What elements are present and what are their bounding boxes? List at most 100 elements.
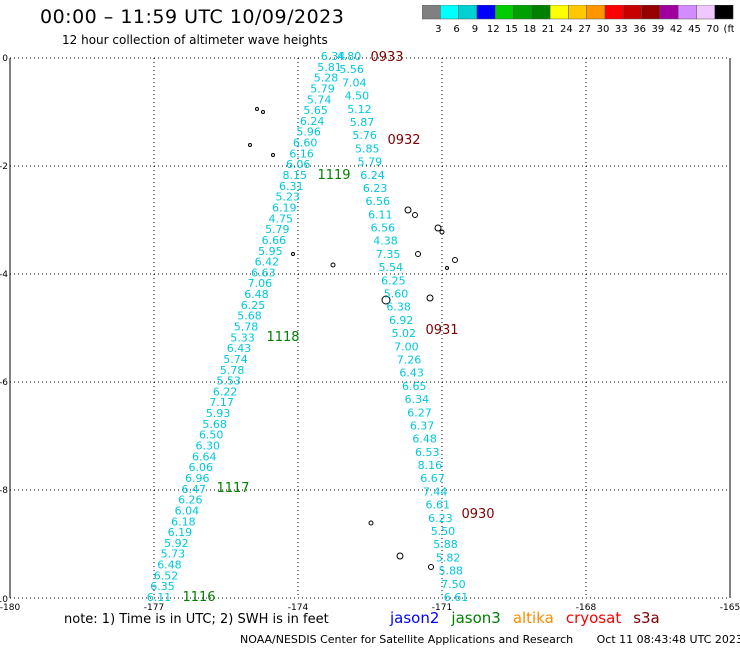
wave-height-label-west: 6.35 [150,580,175,593]
island-outline [415,251,421,257]
wave-height-label-east: 5.85 [355,142,380,155]
pass-time-label: 1117 [216,481,249,496]
satellite-legend-s3a: s3a [633,609,660,627]
wave-height-label-west: 6.06 [286,158,311,171]
colorbar-label: 9 [472,24,478,35]
x-tick-label: -180 [0,603,20,610]
wave-height-label-east: 5.88 [433,538,458,551]
wave-height-label-east: 6.25 [381,274,406,287]
time-labels: 0933 0932 0931 0930 1119 1118 1117 1116 [182,50,494,605]
wave-height-label-east: 5.82 [436,551,461,564]
wave-height-label-west: 4.75 [269,212,294,225]
y-tick-label: 0 [2,54,8,64]
wave-height-label-west: 5.78 [220,364,245,377]
wave-height-label-west: 8.15 [282,169,307,182]
y-tick-label: -4 [0,270,8,280]
pass-time-label: 0933 [370,50,403,65]
page-title: 00:00 – 11:59 UTC 10/09/2023 [40,6,345,28]
colorbar-label: 24 [560,24,573,35]
wave-height-label-east: 6.65 [402,380,427,393]
y-tick-label: -2 [0,162,8,172]
colorbar-label: 70 [706,24,719,35]
wave-height-label-west: 5.73 [161,548,186,561]
island-outline [368,520,374,526]
island-outline [291,252,295,256]
wave-height-label-east: 4.38 [373,235,398,248]
wave-height-label-west: 6.11 [147,591,172,604]
satellite-legend-jason3: jason3 [451,609,501,627]
wave-height-label-west: 6.25 [241,299,266,312]
island-outline [396,552,404,560]
island-outline [426,294,434,302]
colorbar-label: 42 [670,24,683,35]
pass-time-label: 0931 [425,323,458,338]
wave-height-label-west: 6.96 [185,472,210,485]
wave-height-label-west: 5.79 [310,82,335,95]
wave-height-label-west: 5.96 [296,126,321,139]
credit-text: NOAA/NESDIS Center for Satellite Applica… [240,633,574,646]
wave-height-label-east: 5.50 [431,525,456,538]
satellite-legend-jason2: jason2 [390,609,440,627]
x-tick-label: -165 [720,603,740,610]
wave-height-label-west: 5.68 [237,310,262,323]
wave-height-label-west: 6.48 [157,559,182,572]
wave-height-label-east: 6.48 [412,433,437,446]
wave-height-label-east: 4.80 [337,50,362,63]
wave-height-label-west: 5.23 [276,191,301,204]
wave-height-label-west: 6.43 [227,342,252,355]
wave-height-label-east: 6.61 [444,591,469,604]
wave-height-label-west: 6.60 [293,137,318,150]
colorbar-label: 15 [505,24,518,35]
colorbar-label: 18 [523,24,536,35]
wave-height-label-west: 5.74 [307,93,332,106]
map-plot[interactable]: -180 -177 -174 -171 -168 -165 0 -2 -4 -6 -8 -10 6.3… [0,0,740,610]
wave-height-label-east: 5.56 [339,63,364,76]
wave-height-label-east: 6.67 [420,472,445,485]
satellite-legend-cryosat: cryosat [565,609,622,627]
colorbar-label: 3 [435,24,441,35]
west-track: 6.345.815.285.795.745.656.245.966.606.16… [147,50,346,604]
island-outline [255,107,259,111]
wave-height-label-west: 6.64 [192,450,217,463]
x-tick-label: -177 [144,603,164,610]
wave-height-label-west: 6.50 [199,429,224,442]
pass-time-label: 0932 [387,133,420,148]
wave-height-label-west: 6.47 [182,483,207,496]
wave-height-label-west: 7.17 [209,396,234,409]
wave-height-label-west: 5.81 [317,61,342,74]
island-outline [404,206,412,214]
y-tick-label: -6 [0,378,8,388]
pass-time-label: 1116 [182,590,215,605]
colorbar-label: 45 [688,24,701,35]
wave-height-label-east: 6.53 [415,446,440,459]
y-tick-label: -10 [0,595,8,605]
wave-height-label-west: 6.63 [251,266,276,279]
wave-height-label-east: 7.26 [397,353,422,366]
wave-height-label-east: 6.23 [363,182,388,195]
wave-height-label-east: 6.92 [389,314,414,327]
wave-height-label-east: 6.61 [425,499,450,512]
wave-height-label-east: 5.54 [379,261,404,274]
island-outline [439,229,445,235]
island-outline [248,143,252,147]
x-tick-label: -174 [288,603,309,610]
wave-height-label-east: 6.24 [360,169,385,182]
wave-height-label-west: 6.06 [189,461,214,474]
footer-note: note: 1) Time is in UTC; 2) SWH is in fe… [64,612,329,627]
y-tick-label: -8 [0,486,8,496]
wave-height-label-east: 7.04 [342,76,367,89]
wave-height-label-west: 6.66 [262,234,287,247]
wave-height-label-east: 8.16 [418,459,443,472]
island-outline [261,110,265,114]
east-track: 4.805.567.044.505.125.875.765.855.796.24… [337,50,469,604]
island-outline [434,224,442,232]
colorbar-label: 6 [453,24,459,35]
wave-height-label-west: 5.74 [223,353,248,366]
wave-height-label-west: 6.04 [175,504,200,517]
wave-height-label-east: 5.02 [392,327,417,340]
generation-timestamp: Oct 11 08:43:48 UTC 2023 [596,633,740,646]
x-tick-label: -171 [432,603,452,610]
colorbar-label: 30 [597,24,610,35]
wave-height-label-east: 7.44 [423,485,448,498]
